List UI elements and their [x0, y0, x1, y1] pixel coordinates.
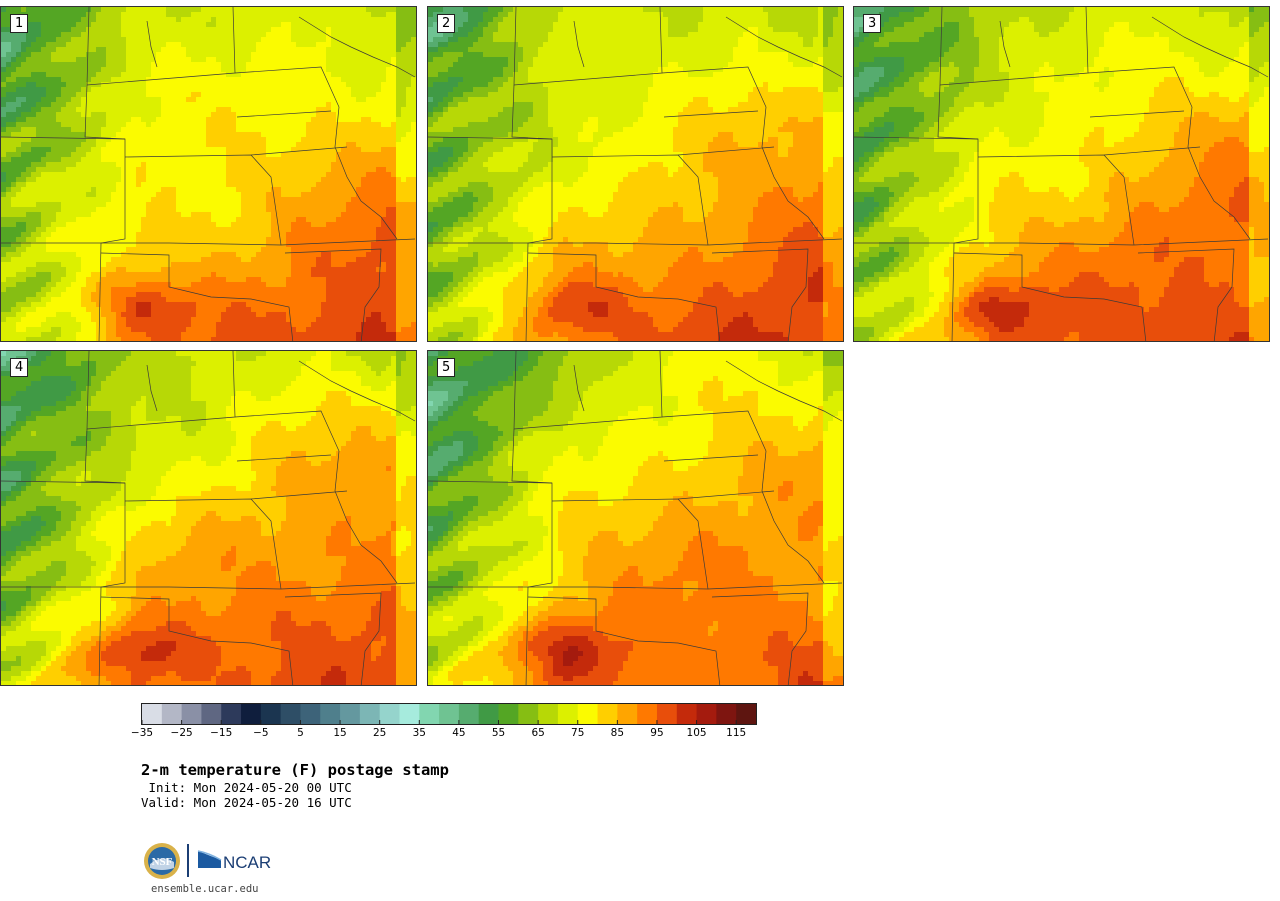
valid-time: Valid: Mon 2024-05-20 16 UTC — [141, 795, 352, 810]
colorbar-swatch — [241, 704, 262, 724]
logo-divider — [187, 844, 189, 877]
colorbar-swatch — [736, 704, 757, 724]
plot-title: 2-m temperature (F) postage stamp — [141, 761, 449, 779]
map-panel-4: 4 — [0, 350, 417, 686]
colorbar-tick-label: 15 — [333, 727, 347, 739]
colorbar-swatch — [478, 704, 500, 724]
colorbar-swatch — [142, 704, 163, 724]
colorbar-tick-label: −5 — [253, 727, 269, 739]
colorbar-swatch — [676, 704, 698, 724]
colorbar-swatch — [399, 704, 420, 724]
member-label: 1 — [10, 14, 29, 33]
colorbar-tick-label: 5 — [297, 727, 304, 739]
colorbar-swatch — [181, 704, 202, 724]
map-panel-2: 2 — [427, 6, 844, 342]
temperature-field — [854, 7, 1269, 341]
member-label: 5 — [437, 358, 456, 377]
colorbar-swatch — [340, 704, 361, 724]
colorbar-swatch — [161, 704, 183, 724]
colorbar-swatch — [320, 704, 341, 724]
member-label: 4 — [10, 358, 29, 377]
colorbar-swatch — [716, 704, 737, 724]
temperature-field — [1, 351, 416, 685]
colorbar-swatch — [577, 704, 599, 724]
map-panel-1: 1 — [0, 6, 417, 342]
colorbar-tick-label: 95 — [650, 727, 664, 739]
colorbar-tick-label: −35 — [130, 727, 154, 739]
ncar-logo: NCAR — [197, 850, 271, 872]
colorbar-ticks: −35 −25 −15 −5 5 15 25 35 45 55 65 75 85 95 105 115 — [0, 724, 1280, 740]
colorbar-swatch — [458, 704, 480, 724]
colorbar-swatch — [617, 704, 638, 724]
colorbar-tick-label: 45 — [452, 727, 466, 739]
ncar-wordmark: NCAR — [223, 853, 271, 872]
colorbar-swatch — [656, 704, 678, 724]
colorbar-swatch — [260, 704, 282, 724]
nsf-logo: NSF — [144, 843, 180, 879]
map-panel-5: 5 — [427, 350, 844, 686]
colorbar-tick-label: 105 — [686, 727, 707, 739]
colorbar-swatch — [201, 704, 222, 724]
member-label: 2 — [437, 14, 456, 33]
colorbar-tick-label: −15 — [210, 727, 233, 739]
colorbar-tick-label: 35 — [412, 727, 426, 739]
member-label: 3 — [863, 14, 882, 33]
colorbar-swatch — [439, 704, 460, 724]
colorbar-tick-label: 55 — [491, 727, 506, 739]
temperature-field — [428, 7, 843, 341]
colorbar-tick-label: 75 — [571, 727, 585, 739]
map-panel-3: 3 — [853, 6, 1270, 342]
colorbar-swatch — [518, 704, 539, 724]
colorbar-swatch — [538, 704, 559, 724]
colorbar-swatch — [280, 704, 301, 724]
colorbar-swatch — [696, 704, 717, 724]
colorbar-swatch — [379, 704, 400, 724]
temperature-field — [428, 351, 843, 685]
colorbar-tick-label: 115 — [726, 727, 747, 739]
colorbar-tick-label: 85 — [610, 727, 625, 739]
colorbar-swatch — [557, 704, 579, 724]
svg-text:NSF: NSF — [152, 856, 173, 868]
colorbar-swatch — [498, 704, 519, 724]
colorbar-tick-label: −25 — [170, 727, 193, 739]
colorbar-tick-label: 65 — [531, 727, 545, 739]
colorbar-swatch — [221, 704, 242, 724]
colorbar-swatch — [300, 704, 321, 724]
colorbar-swatch — [637, 704, 658, 724]
colorbar-swatch — [359, 704, 381, 724]
temperature-colorbar — [141, 703, 757, 725]
colorbar-swatch — [419, 704, 440, 724]
init-time: Init: Mon 2024-05-20 00 UTC — [141, 780, 352, 795]
colorbar-frame — [141, 703, 757, 725]
colorbar-swatch — [597, 704, 618, 724]
site-url: ensemble.ucar.edu — [151, 883, 259, 895]
colorbar-tick-label: 25 — [372, 727, 387, 739]
temperature-field — [1, 7, 416, 341]
